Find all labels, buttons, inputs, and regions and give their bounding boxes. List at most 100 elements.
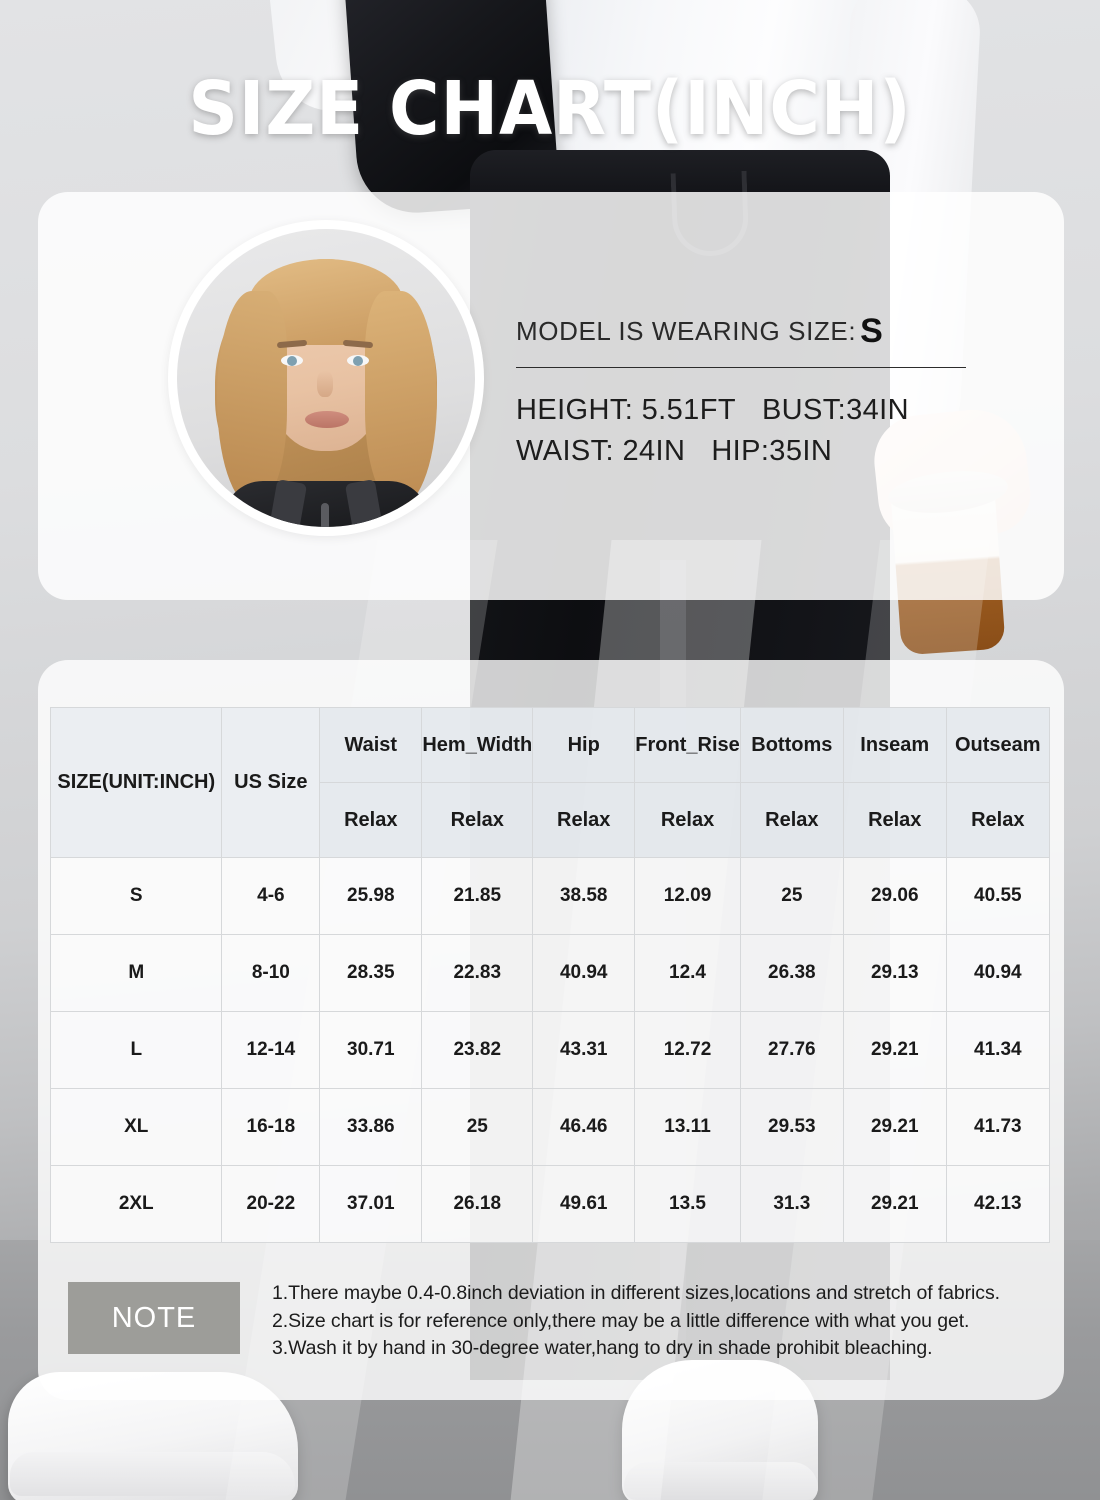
cell-hip: 43.31 (532, 1011, 636, 1089)
size-chart-table: SIZE(UNIT:INCH) US Size Waist Hem_Width … (49, 707, 1051, 1243)
header-waist: Waist (319, 707, 423, 783)
cell-bottoms: 26.38 (739, 934, 844, 1012)
divider (516, 367, 966, 368)
subheader-waist-relax: Relax (319, 782, 423, 858)
cell-front_rise: 12.09 (634, 857, 741, 935)
model-measurements-block: MODEL IS WEARING SIZE: S HEIGHT: 5.51FT BU… (516, 312, 1016, 472)
cell-front_rise: 12.72 (634, 1011, 741, 1089)
cell-bottoms: 25 (739, 857, 844, 935)
model-portrait-frame (168, 220, 484, 536)
table-row: 2XL 20-22 37.01 26.18 49.61 13.5 31.3 29.21 42.1… (49, 1165, 1051, 1243)
note-line: 3.Wash it by hand in 30-degree water,han… (272, 1337, 933, 1360)
cell-hem_width: 23.82 (421, 1011, 534, 1089)
cell-outseam: 40.55 (945, 857, 1051, 935)
cell-hem_width: 26.18 (421, 1165, 534, 1243)
cell-waist: 28.35 (319, 934, 423, 1012)
header-hip: Hip (532, 707, 636, 783)
cell-size-label: M (49, 934, 223, 1012)
cell-us: 12-14 (221, 1011, 321, 1089)
model-measurement-row-1: HEIGHT: 5.51FT BUST:34IN (516, 390, 1016, 431)
cell-inseam: 29.06 (842, 857, 947, 935)
note-section: NOTE 1.There maybe 0.4-0.8inch deviation… (68, 1282, 1000, 1363)
model-height: HEIGHT: 5.51FT (516, 394, 736, 426)
cell-inseam: 29.21 (842, 1088, 947, 1166)
header-us-size: US Size (221, 707, 321, 858)
model-measurement-row-2: WAIST: 24IN HIP:35IN (516, 431, 1016, 472)
subheader-bottoms-relax: Relax (739, 782, 844, 858)
cell-hem_width: 22.83 (421, 934, 534, 1012)
cell-hip: 49.61 (532, 1165, 636, 1243)
table-row: XL 16-18 33.86 25 46.46 13.11 29.53 29.21 41.73 (49, 1088, 1051, 1166)
cell-hip: 40.94 (532, 934, 636, 1012)
table-header: SIZE(UNIT:INCH) US Size Waist Hem_Width … (49, 707, 1051, 858)
cell-size-label: XL (49, 1088, 223, 1166)
cell-inseam: 29.21 (842, 1165, 947, 1243)
cell-us: 8-10 (221, 934, 321, 1012)
cell-size-label: L (49, 1011, 223, 1089)
portrait-hair-right (365, 291, 437, 505)
header-size-unit: SIZE(UNIT:INCH) (49, 707, 223, 858)
model-info-card: MODEL IS WEARING SIZE: S HEIGHT: 5.51FT BU… (38, 192, 1064, 600)
subheader-hem-width-relax: Relax (421, 782, 534, 858)
left-sneaker-sole (10, 1452, 295, 1496)
header-outseam: Outseam (945, 707, 1051, 783)
cell-size-label: 2XL (49, 1165, 223, 1243)
table-row: M 8-10 28.35 22.83 40.94 12.4 26.38 29.13 40.94 (49, 934, 1051, 1012)
cell-inseam: 29.13 (842, 934, 947, 1012)
note-badge: NOTE (68, 1282, 240, 1354)
cell-bottoms: 31.3 (739, 1165, 844, 1243)
subheader-outseam-relax: Relax (945, 782, 1051, 858)
cell-us: 20-22 (221, 1165, 321, 1243)
cell-outseam: 41.34 (945, 1011, 1051, 1089)
cell-front_rise: 12.4 (634, 934, 741, 1012)
model-waist: WAIST: 24IN (516, 435, 686, 468)
cell-us: 4-6 (221, 857, 321, 935)
cell-waist: 30.71 (319, 1011, 423, 1089)
model-bust: BUST:34IN (761, 394, 909, 426)
table-body: S 4-6 25.98 21.85 38.58 12.09 25 29.06 40.55 M 8-1… (49, 857, 1051, 1243)
portrait-nose (317, 371, 333, 397)
page-title: SIZE CHART(INCH) (188, 66, 912, 152)
subheader-hip-relax: Relax (532, 782, 636, 858)
pants-waistband (470, 150, 890, 200)
note-line: 2.Size chart is for reference only,there… (272, 1309, 970, 1332)
cell-hem_width: 21.85 (421, 857, 534, 935)
cell-hip: 46.46 (532, 1088, 636, 1166)
cell-waist: 37.01 (319, 1165, 423, 1243)
cell-hem_width: 25 (421, 1088, 534, 1166)
table-header-row-sub: Relax Relax Relax Relax Relax Relax Rela… (51, 782, 1051, 858)
subheader-front-rise-relax: Relax (634, 782, 741, 858)
portrait-zipper (321, 503, 329, 527)
model-hip: HIP:35IN (711, 435, 833, 468)
cell-outseam: 42.13 (945, 1165, 1051, 1243)
table-row: S 4-6 25.98 21.85 38.58 12.09 25 29.06 40.55 (49, 857, 1051, 935)
cell-us: 16-18 (221, 1088, 321, 1166)
cell-front_rise: 13.11 (634, 1088, 741, 1166)
cell-hip: 38.58 (532, 857, 636, 935)
portrait-iris-right (353, 356, 363, 366)
cell-inseam: 29.21 (842, 1011, 947, 1089)
right-sneaker-sole (624, 1462, 818, 1500)
header-inseam: Inseam (842, 707, 947, 783)
model-measurements: HEIGHT: 5.51FT BUST:34IN WAIST: 24IN HIP:3… (516, 390, 1016, 472)
header-bottoms: Bottoms (739, 707, 844, 783)
portrait-lips (305, 411, 349, 428)
cell-bottoms: 29.53 (739, 1088, 844, 1166)
header-front-rise: Front_Rise (634, 707, 741, 783)
note-text-block: 1.There maybe 0.4-0.8inch deviation in d… (272, 1280, 1000, 1363)
table-header-row-main: SIZE(UNIT:INCH) US Size Waist Hem_Width … (49, 707, 1051, 858)
table-row: L 12-14 30.71 23.82 43.31 12.72 27.76 29.21 41.3… (49, 1011, 1051, 1089)
subheader-inseam-relax: Relax (842, 782, 947, 858)
cell-waist: 33.86 (319, 1088, 423, 1166)
cell-outseam: 40.94 (945, 934, 1051, 1012)
portrait-iris-left (287, 356, 297, 366)
cell-front_rise: 13.5 (634, 1165, 741, 1243)
cell-bottoms: 27.76 (739, 1011, 844, 1089)
cell-size-label: S (49, 857, 223, 935)
header-hem-width: Hem_Width (421, 707, 534, 783)
model-portrait-photo (177, 229, 475, 527)
model-wearing-size-value: S (860, 312, 884, 350)
note-line: 1.There maybe 0.4-0.8inch deviation in d… (272, 1282, 1000, 1304)
cell-waist: 25.98 (319, 857, 423, 935)
model-wearing-label: MODEL IS WEARING SIZE: (516, 316, 857, 346)
